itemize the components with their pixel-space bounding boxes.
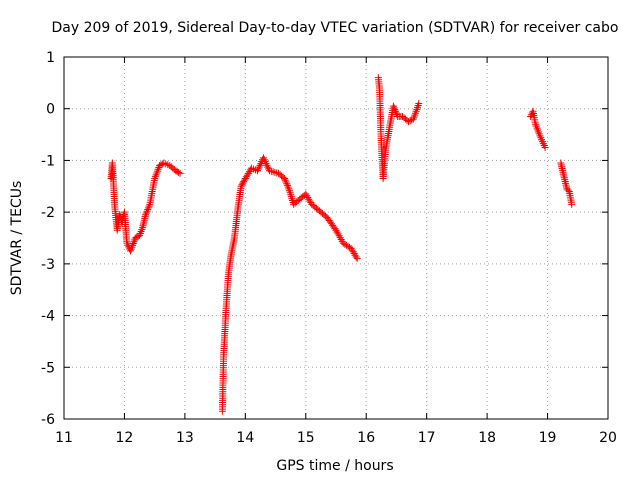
y-tick-label: -4 <box>41 309 55 325</box>
data-point <box>144 206 152 214</box>
data-point <box>564 186 572 194</box>
data-point <box>283 180 291 188</box>
data-point <box>352 253 360 261</box>
data-point <box>237 182 245 190</box>
x-tick-label: 16 <box>357 430 375 446</box>
y-tick-label: -5 <box>41 360 55 376</box>
axis-ticks: 11 12 13 14 15 16 17 18 19 20 1 0 -1 -2 -3 -4 -5 -6 <box>41 50 617 446</box>
data-point <box>391 106 399 114</box>
data-point <box>405 118 413 126</box>
y-axis-label: SDTVAR / TECUs <box>9 181 25 296</box>
data-point <box>143 207 151 215</box>
data-point <box>283 181 291 189</box>
data-point <box>239 179 247 187</box>
data-point <box>281 176 289 184</box>
data-points <box>107 74 576 415</box>
data-point <box>286 189 294 197</box>
data-point <box>282 178 290 186</box>
data-point <box>392 109 400 117</box>
data-point <box>238 181 246 189</box>
data-point <box>144 204 152 212</box>
data-point <box>353 255 361 263</box>
grid-lines <box>64 57 608 419</box>
data-point <box>266 167 274 175</box>
data-point <box>142 209 150 217</box>
x-tick-label: 17 <box>418 430 436 446</box>
y-tick-label: -6 <box>41 412 55 428</box>
x-axis-label: GPS time / hours <box>276 458 393 474</box>
x-tick-label: 12 <box>116 430 134 446</box>
data-point <box>389 102 397 110</box>
data-point <box>145 202 153 210</box>
data-point <box>273 169 281 177</box>
x-tick-label: 13 <box>176 430 194 446</box>
data-point <box>287 191 295 199</box>
x-tick-label: 14 <box>236 430 254 446</box>
data-point <box>176 169 184 177</box>
data-point <box>415 100 423 108</box>
x-tick-label: 18 <box>478 430 496 446</box>
data-point <box>281 175 289 183</box>
data-point <box>240 178 248 186</box>
data-point <box>271 168 279 176</box>
x-tick-label: 11 <box>55 430 73 446</box>
y-tick-label: -2 <box>41 205 55 221</box>
chart-title: Day 209 of 2019, Sidereal Day-to-day VTE… <box>52 20 619 36</box>
data-point <box>142 211 150 219</box>
data-point <box>568 200 576 208</box>
x-tick-label: 20 <box>599 430 617 446</box>
x-tick-label: 19 <box>539 430 557 446</box>
data-point <box>406 117 414 125</box>
data-point <box>541 144 549 151</box>
data-point <box>269 168 277 176</box>
y-tick-label: 1 <box>46 50 55 66</box>
data-point <box>175 168 183 176</box>
data-point <box>392 107 400 115</box>
data-point <box>267 167 275 175</box>
plot-frame <box>63 56 609 420</box>
data-point <box>284 183 292 191</box>
x-tick-label: 15 <box>297 430 315 446</box>
y-tick-label: -3 <box>41 257 55 273</box>
data-point <box>288 195 296 203</box>
data-point <box>390 104 398 112</box>
y-tick-label: 0 <box>46 102 55 118</box>
data-point <box>287 193 295 201</box>
y-tick-label: -1 <box>41 153 55 169</box>
